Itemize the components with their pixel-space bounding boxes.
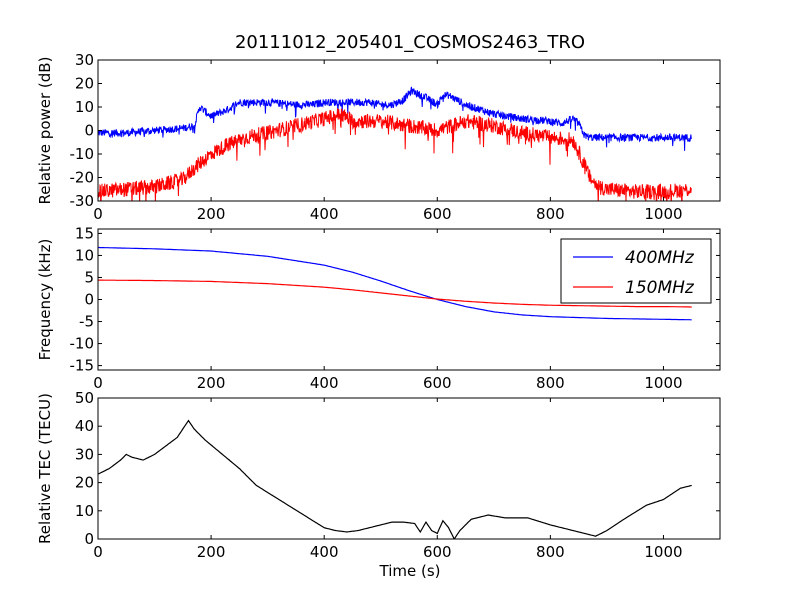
y-tick-label: 5 [84,268,94,286]
y-tick-label: 50 [75,389,94,407]
x-tick-label: 600 [423,543,452,561]
axes-frame [97,397,721,540]
y-tick-label: 10 [75,246,94,264]
y-tick-label: -10 [70,145,95,163]
x-tick-label: 400 [310,374,339,392]
y-tick-label: 20 [75,474,94,492]
y-tick-label: -15 [70,357,95,375]
x-tick-label: 600 [423,374,452,392]
y-axis-label: Frequency (kHz) [36,239,54,361]
x-axis-label: Time (s) [379,562,441,580]
x-tick-label: 600 [423,205,452,223]
legend-label: 400MHz [625,248,695,268]
x-tick-label: 1000 [644,543,682,561]
x-tick-label: 0 [93,205,103,223]
subplot-2: 0 200 400 600 800 1000 -15 -10 -5 0 5 10 15 Frequency… [36,224,721,392]
x-tick-label: 0 [93,543,103,561]
series-line-1 [98,86,692,151]
series-line-1 [98,419,692,539]
x-tick-label: 1000 [644,205,682,223]
series-line-150mhz [98,279,692,308]
x-tick-label: 400 [310,205,339,223]
y-tick-label: 0 [84,122,94,140]
legend-label: 150MHz [625,278,695,298]
x-tick-label: 0 [93,374,103,392]
y-tick-label: 10 [75,98,94,116]
y-tick-label: -20 [70,169,95,187]
x-tick-label: 1000 [644,374,682,392]
x-tick-label: 800 [536,205,565,223]
x-tick-label: 800 [536,374,565,392]
y-tick-label: 0 [84,530,94,548]
x-tick-label: 200 [197,205,226,223]
y-tick-label: -10 [70,335,95,353]
x-tick-label: 400 [310,543,339,561]
y-tick-label: 15 [75,224,94,242]
x-tick-label: 800 [536,543,565,561]
y-tick-label: -5 [79,313,94,331]
legend [560,238,712,304]
y-tick-label: 30 [75,445,94,463]
x-tick-label: 200 [197,543,226,561]
subplot-3: 0 200 400 600 800 1000 0 10 20 30 40 50 Relative TEC… [36,389,721,580]
y-tick-label: 40 [75,417,94,435]
y-axis-label: Relative power (dB) [36,57,54,205]
x-tick-label: 200 [197,374,226,392]
y-tick-label: 0 [84,291,94,309]
y-tick-label: -30 [70,192,95,210]
series-line-400mhz [98,246,692,321]
y-tick-label: 10 [75,502,94,520]
series-line-2 [98,108,692,201]
subplot-1: 0 200 400 600 800 1000 -30 -20 -10 0 10 20 30 Relativ… [36,51,721,223]
y-tick-label: 30 [75,51,94,69]
figure-title: 20111012_205401_COSMOS2463_TRO [235,32,585,53]
y-tick-label: 20 [75,75,94,93]
y-axis-label: Relative TEC (TECU) [36,393,54,544]
